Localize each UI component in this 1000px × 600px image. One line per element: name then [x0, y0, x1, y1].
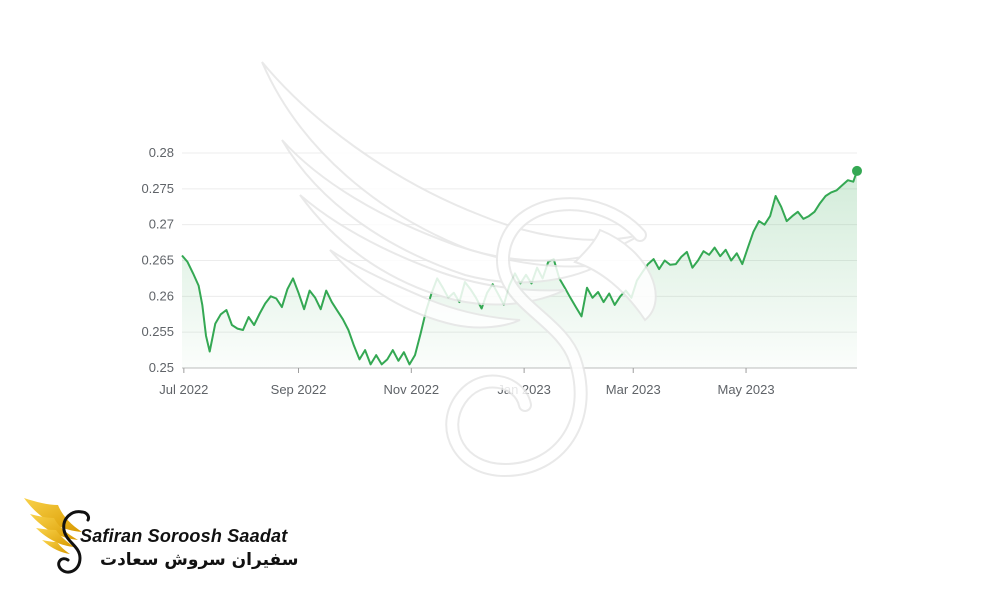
x-tick-label: Nov 2022	[383, 382, 439, 397]
golden-wing-swan-icon	[24, 498, 90, 574]
y-tick-label: 0.26	[149, 288, 174, 303]
x-tick-label: Sep 2022	[271, 382, 327, 397]
brand-logo: Safiran Soroosh Saadat سفیران سروش سعادت	[20, 492, 300, 582]
y-tick-label: 0.25	[149, 360, 174, 375]
y-tick-label: 0.275	[141, 181, 174, 196]
brand-name-english: Safiran Soroosh Saadat	[80, 526, 288, 546]
brand-name-persian: سفیران سروش سعادت	[100, 550, 299, 570]
y-axis-ticks: 0.25 0.255 0.26 0.265 0.27 0.275 0.28	[141, 145, 174, 375]
last-value-point	[852, 165, 862, 176]
y-tick-label: 0.255	[141, 324, 174, 339]
y-tick-label: 0.27	[149, 217, 174, 232]
series-area-fill	[182, 170, 857, 368]
x-tick-label: Jul 2022	[159, 382, 208, 397]
y-tick-label: 0.265	[141, 253, 174, 268]
x-tick-label: May 2023	[717, 382, 774, 397]
y-tick-label: 0.28	[149, 145, 174, 160]
x-tick-label: Mar 2023	[606, 382, 661, 397]
winged-swan-watermark-icon	[261, 61, 657, 478]
